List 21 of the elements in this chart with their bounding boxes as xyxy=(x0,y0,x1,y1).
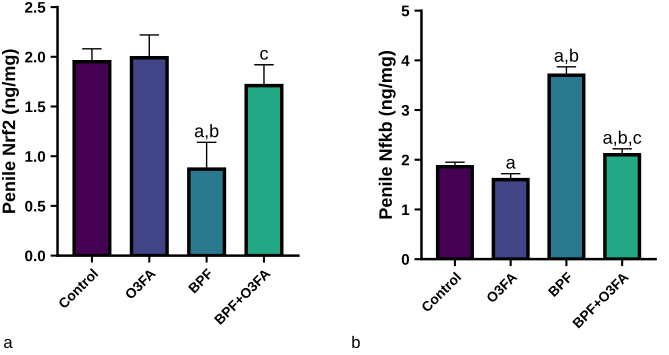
data-label: a,b xyxy=(194,124,218,140)
y-tick-label: 0 xyxy=(402,254,410,265)
data-label: c xyxy=(260,50,268,60)
y-axis-title: Penile Nfkb (ng/mg) xyxy=(378,51,396,218)
y-tick-label: 3 xyxy=(402,104,410,116)
y-tick-label: 4 xyxy=(401,55,410,66)
y-tick-label: 0.0 xyxy=(25,250,46,262)
data-label: a,b xyxy=(554,48,578,64)
y-tick-label: 1.5 xyxy=(25,102,46,112)
y-tick-label: 1 xyxy=(402,204,410,215)
text: a xyxy=(4,338,13,348)
data-label: a,b,c xyxy=(603,130,642,146)
y-tick-label: 1.0 xyxy=(25,151,46,162)
y-tick-label: 2.5 xyxy=(25,2,46,13)
y-tick-label: 5 xyxy=(402,6,410,16)
data-label: a xyxy=(506,158,516,169)
text: b xyxy=(352,336,360,348)
y-tick-label: 2 xyxy=(402,154,410,166)
y-axis-title: Penile Nrf2 (ng/mg) xyxy=(2,49,19,213)
y-tick-label: 2.0 xyxy=(25,52,46,62)
y-tick-label: 0.5 xyxy=(25,200,46,212)
